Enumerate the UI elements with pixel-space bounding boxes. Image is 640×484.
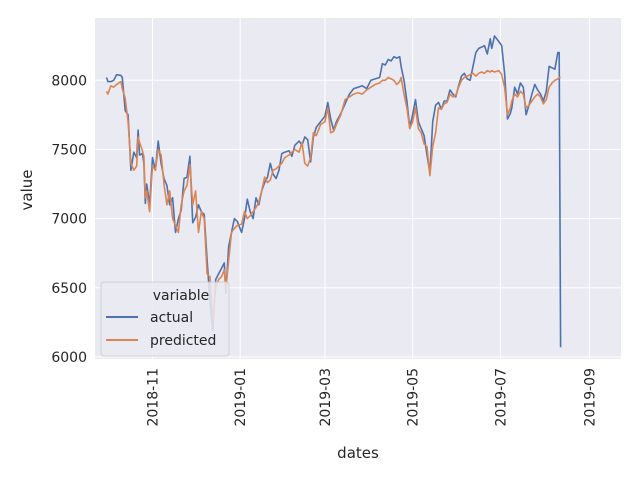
y-tick-label: 7000 xyxy=(51,212,87,228)
x-tick-label: 2019-03 xyxy=(318,368,334,427)
x-tick-label: 2018-11 xyxy=(145,368,161,427)
y-tick-label: 6500 xyxy=(51,281,87,297)
legend-title: variable xyxy=(153,288,209,304)
x-tick-label: 2019-01 xyxy=(233,368,249,427)
x-tick-label: 2019-05 xyxy=(406,368,422,427)
y-tick-labels: 6000 6500 7000 7500 8000 xyxy=(51,73,87,366)
y-tick-label: 7500 xyxy=(51,142,87,158)
x-tick-labels: 2018-11 2019-01 2019-03 2019-05 2019-07 2019-… xyxy=(145,368,598,427)
series-line-predicted xyxy=(105,69,561,322)
series-lines xyxy=(105,35,562,348)
x-tick-label: 2019-07 xyxy=(493,368,509,427)
legend-label-predicted: predicted xyxy=(150,333,216,349)
x-tick-label: 2019-09 xyxy=(582,368,598,427)
legend-label-actual: actual xyxy=(150,310,193,326)
y-axis-label: value xyxy=(18,170,36,211)
y-tick-label: 8000 xyxy=(51,73,87,89)
y-tick-label: 6000 xyxy=(51,350,87,366)
legend-box xyxy=(100,281,230,357)
x-axis-label: dates xyxy=(337,444,379,462)
legend: variable actual predicted xyxy=(100,281,230,357)
grid xyxy=(95,18,621,359)
series-line-actual xyxy=(105,35,562,348)
